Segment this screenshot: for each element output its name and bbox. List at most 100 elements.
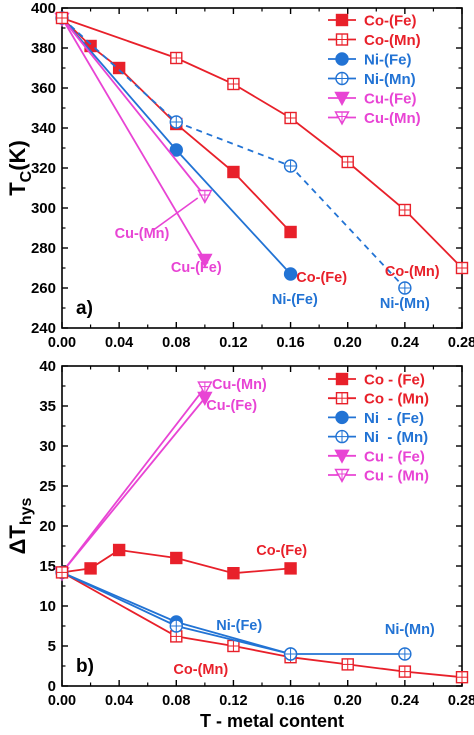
legend-marker-co_fe-shape bbox=[335, 372, 349, 386]
legend-marker-cu_fe bbox=[334, 91, 350, 106]
data-point-co_fe bbox=[227, 165, 240, 179]
series-line-cu_fe bbox=[61, 397, 206, 573]
data-point-cu_mn bbox=[197, 189, 213, 204]
legend-marker-cu_fe bbox=[334, 449, 350, 464]
y-tick-label: 320 bbox=[31, 160, 56, 177]
legend-marker-ni_fe-shape bbox=[335, 410, 349, 425]
data-point-co_fe bbox=[170, 551, 183, 565]
legend-marker-ni_fe-shape bbox=[335, 52, 349, 66]
x-tick-label: 0.08 bbox=[162, 693, 190, 709]
data-point-co_mn bbox=[170, 51, 183, 65]
legend-label-co_mn: Co-(Mn) bbox=[364, 32, 421, 49]
data-point-ni_mn bbox=[398, 281, 412, 295]
legend-label-ni_mn: Ni-(Mn) bbox=[364, 71, 416, 88]
data-point-co_fe-shape bbox=[170, 551, 183, 565]
legend-marker-co_fe bbox=[335, 372, 349, 386]
x-tick-label: 0.12 bbox=[219, 693, 247, 709]
annotation-label: Co-(Mn) bbox=[173, 662, 228, 678]
series-line-ni_mn bbox=[61, 571, 405, 655]
x-tick-label: 0.28 bbox=[448, 693, 474, 709]
y-tick-label: 0 bbox=[48, 678, 56, 695]
panel-b-chart: 0.00 0.04 0.08 0.12 0.16 0.20 0.24 0.28 0 5 10 15 20… bbox=[5, 358, 474, 731]
x-axis-label: T - metal content bbox=[200, 711, 344, 731]
data-point-co_fe-shape bbox=[284, 225, 297, 239]
y-tick-label: 5 bbox=[48, 638, 56, 655]
legend-marker-co_fe-shape bbox=[335, 13, 349, 27]
legend-label-cu_mn: Cu - (Mn) bbox=[364, 468, 429, 485]
data-point-co_mn bbox=[227, 639, 240, 653]
data-point-ni_fe bbox=[169, 143, 183, 157]
annotation-label: Cu-(Fe) bbox=[206, 398, 257, 414]
annotation-label: Ni-(Fe) bbox=[216, 618, 262, 634]
data-point-ni_fe bbox=[283, 267, 298, 281]
data-point-origin-co bbox=[55, 11, 69, 25]
data-point-co_fe-shape bbox=[227, 165, 240, 179]
data-point-co_fe-shape bbox=[84, 562, 97, 575]
y-tick-label: 380 bbox=[31, 40, 56, 57]
annotation-label: Co-(Fe) bbox=[256, 543, 307, 559]
data-point-co_fe bbox=[284, 562, 297, 575]
data-point-co_mn bbox=[455, 261, 469, 275]
data-point-co_mn bbox=[284, 111, 297, 125]
annotation-label: Cu-(Mn) bbox=[212, 377, 267, 393]
legend-label-cu_mn: Cu-(Mn) bbox=[364, 110, 421, 127]
series-line-cu_mn bbox=[61, 17, 206, 197]
data-point-co_mn bbox=[455, 671, 469, 684]
legend-label-cu_fe: Cu-(Fe) bbox=[364, 91, 417, 108]
y-tick-label: 360 bbox=[31, 80, 56, 97]
data-point-origin-co bbox=[55, 566, 69, 579]
legend-label-co_fe: Co - (Fe) bbox=[364, 372, 425, 389]
y-axis-label: TC(K) bbox=[5, 140, 35, 196]
data-point-co_mn bbox=[341, 658, 354, 671]
data-point-co_mn bbox=[341, 155, 354, 169]
x-tick-label: 0.24 bbox=[391, 693, 419, 709]
y-tick-label: 35 bbox=[39, 398, 56, 415]
y-tick-label: 240 bbox=[31, 320, 56, 337]
y-tick-label: 300 bbox=[31, 200, 56, 217]
annotation-label: Co-(Fe) bbox=[296, 270, 347, 286]
legend-marker-ni_mn bbox=[335, 71, 349, 86]
data-point-co_fe bbox=[112, 61, 126, 75]
y-tick-label: 10 bbox=[39, 598, 56, 615]
y-axis-label-main: ΔT bbox=[5, 525, 30, 555]
y-axis-label: ΔThys bbox=[5, 497, 35, 554]
y-tick-label: 40 bbox=[39, 358, 56, 375]
data-point-co_fe-shape bbox=[227, 567, 240, 580]
data-point-ni_mn bbox=[283, 647, 298, 661]
data-point-co_mn bbox=[398, 665, 412, 678]
annotation-label: Ni-(Fe) bbox=[272, 292, 318, 308]
legend-marker-cu_fe-shape bbox=[334, 449, 350, 464]
series-line-cu_mn bbox=[61, 387, 206, 573]
legend-marker-co_mn bbox=[335, 392, 349, 405]
data-point-ni_mn bbox=[283, 159, 298, 173]
data-point-ni_mn bbox=[169, 115, 183, 129]
y-tick-label: 15 bbox=[39, 558, 56, 575]
legend-marker-cu_fe-shape bbox=[334, 91, 350, 106]
annotation-label: Co-(Mn) bbox=[385, 264, 440, 280]
x-tick-label: 0.00 bbox=[48, 693, 76, 709]
data-point-co_fe-shape bbox=[112, 61, 126, 75]
legend-label-co_fe: Co-(Fe) bbox=[364, 13, 417, 30]
x-tick-label: 0.16 bbox=[276, 693, 304, 709]
data-point-co_fe-shape bbox=[284, 562, 297, 575]
data-point-co_mn bbox=[398, 203, 412, 217]
annotation-label: Cu-(Mn) bbox=[115, 226, 170, 242]
data-point-co_fe bbox=[227, 567, 240, 580]
y-tick-label: 25 bbox=[39, 478, 56, 495]
legend-label-ni_fe: Ni-(Fe) bbox=[364, 52, 412, 69]
x-tick-label: 0.00 bbox=[48, 335, 76, 351]
x-tick-label: 0.28 bbox=[448, 335, 474, 351]
y-axis-label-subscript: C bbox=[18, 170, 35, 182]
data-point-co_fe bbox=[284, 225, 297, 239]
data-point-co_mn bbox=[227, 77, 240, 91]
y-axis-label-main: T bbox=[5, 182, 30, 196]
x-tick-label: 0.04 bbox=[105, 335, 133, 351]
x-tick-label: 0.04 bbox=[105, 693, 133, 709]
data-point-cu_fe bbox=[197, 253, 213, 268]
y-tick-label: 340 bbox=[31, 120, 56, 137]
legend-label-ni_fe: Ni - (Fe) bbox=[364, 410, 424, 427]
data-point-co_fe-shape bbox=[112, 543, 126, 557]
legend-marker-ni_fe bbox=[335, 52, 349, 66]
y-tick-label: 30 bbox=[39, 438, 56, 455]
legend-marker-cu_mn bbox=[334, 111, 350, 126]
